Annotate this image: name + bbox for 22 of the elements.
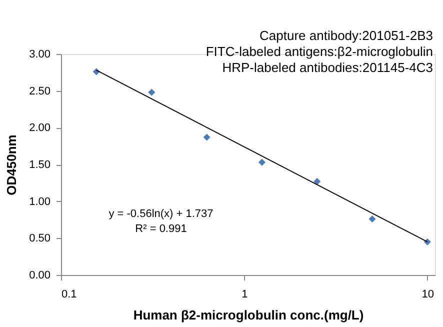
annotation: R² = 0.991 — [135, 223, 187, 235]
y-axis-title: OD450nm — [4, 134, 20, 196]
y-tick-label: 0.50 — [29, 232, 50, 245]
x-tick-label: 0.1 — [62, 288, 77, 300]
x-tick-label: 1 — [242, 288, 248, 300]
x-axis-title: Human β2-microglobulin conc.(mg/L) — [133, 308, 364, 322]
y-tick-label: 2.00 — [29, 122, 50, 134]
point — [258, 158, 266, 166]
y-tick-label: 1.00 — [29, 196, 50, 208]
y-tick-label: 3.00 — [29, 48, 50, 60]
point — [148, 88, 156, 96]
annotation: FITC-labeled antigens:β2-microglobulin — [206, 44, 433, 59]
point — [368, 215, 376, 223]
x-tick-label: 10 — [422, 288, 434, 300]
text: Capture antibody:201051-2B3 — [260, 28, 433, 43]
point — [314, 178, 321, 185]
y-tick-label: 1.50 — [29, 159, 50, 171]
y-tick-label: 0.00 — [29, 270, 50, 282]
y-tick-label: 2.50 — [29, 85, 50, 98]
annotation: y = -0.56ln(x) + 1.737 — [108, 208, 214, 220]
point — [203, 134, 210, 141]
annotation: HRP-labeled antibodies:201145-4C3 — [222, 60, 433, 75]
